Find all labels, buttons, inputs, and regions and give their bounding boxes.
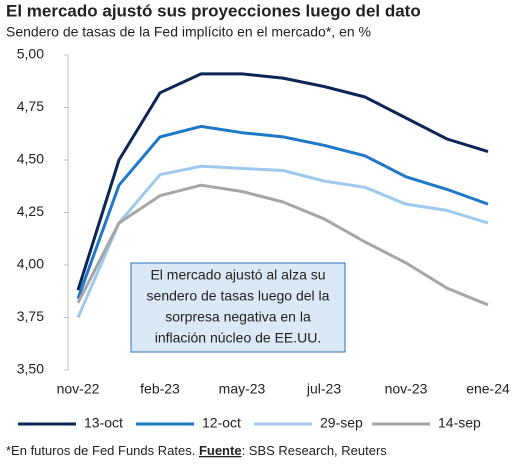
footnote-text: *En futuros de Fed Funds Rates. (6, 443, 199, 458)
annotation-box (130, 262, 346, 353)
y-tick-label: 4,75 (17, 98, 44, 114)
series-line (76, 183, 489, 307)
legend-label: 13-oct (84, 415, 123, 431)
series-line (76, 124, 489, 300)
annotation-text: sendero de tasas luego del la (147, 288, 330, 304)
x-tick-label: feb-23 (140, 381, 180, 397)
annotation-text: inflación núcleo de EE.UU. (155, 330, 322, 346)
y-tick-label: 3,50 (17, 361, 44, 377)
y-tick-label: 4,25 (17, 203, 44, 219)
x-tick-label: may-23 (219, 381, 266, 397)
chart-title: El mercado ajustó sus proyecciones luego… (6, 1, 421, 20)
annotation-text: sorpresa negativa en la (165, 309, 311, 325)
legend-label: 29-sep (320, 415, 363, 431)
legend-label: 12-oct (202, 415, 241, 431)
x-tick-label: nov-23 (385, 381, 428, 397)
x-tick-label: jul-23 (306, 381, 341, 397)
series-line (76, 164, 489, 319)
annotation-text: El mercado ajustó al alza su (150, 267, 325, 283)
footnote-source-label: Fuente (199, 443, 242, 458)
legend-label: 14-sep (438, 415, 481, 431)
series-line (76, 72, 489, 291)
y-tick-label: 4,00 (17, 256, 44, 272)
y-tick-label: 3,75 (17, 308, 44, 324)
x-tick-label: ene-24 (466, 381, 510, 397)
x-tick-label: nov-22 (57, 381, 100, 397)
y-tick-label: 4,50 (17, 151, 44, 167)
chart-subtitle: Sendero de tasas de la Fed implícito en … (6, 24, 371, 40)
y-tick-label: 5,00 (17, 46, 44, 62)
footnote-source: : SBS Research, Reuters (242, 443, 388, 458)
footnote: *En futuros de Fed Funds Rates. Fuente: … (6, 443, 387, 458)
